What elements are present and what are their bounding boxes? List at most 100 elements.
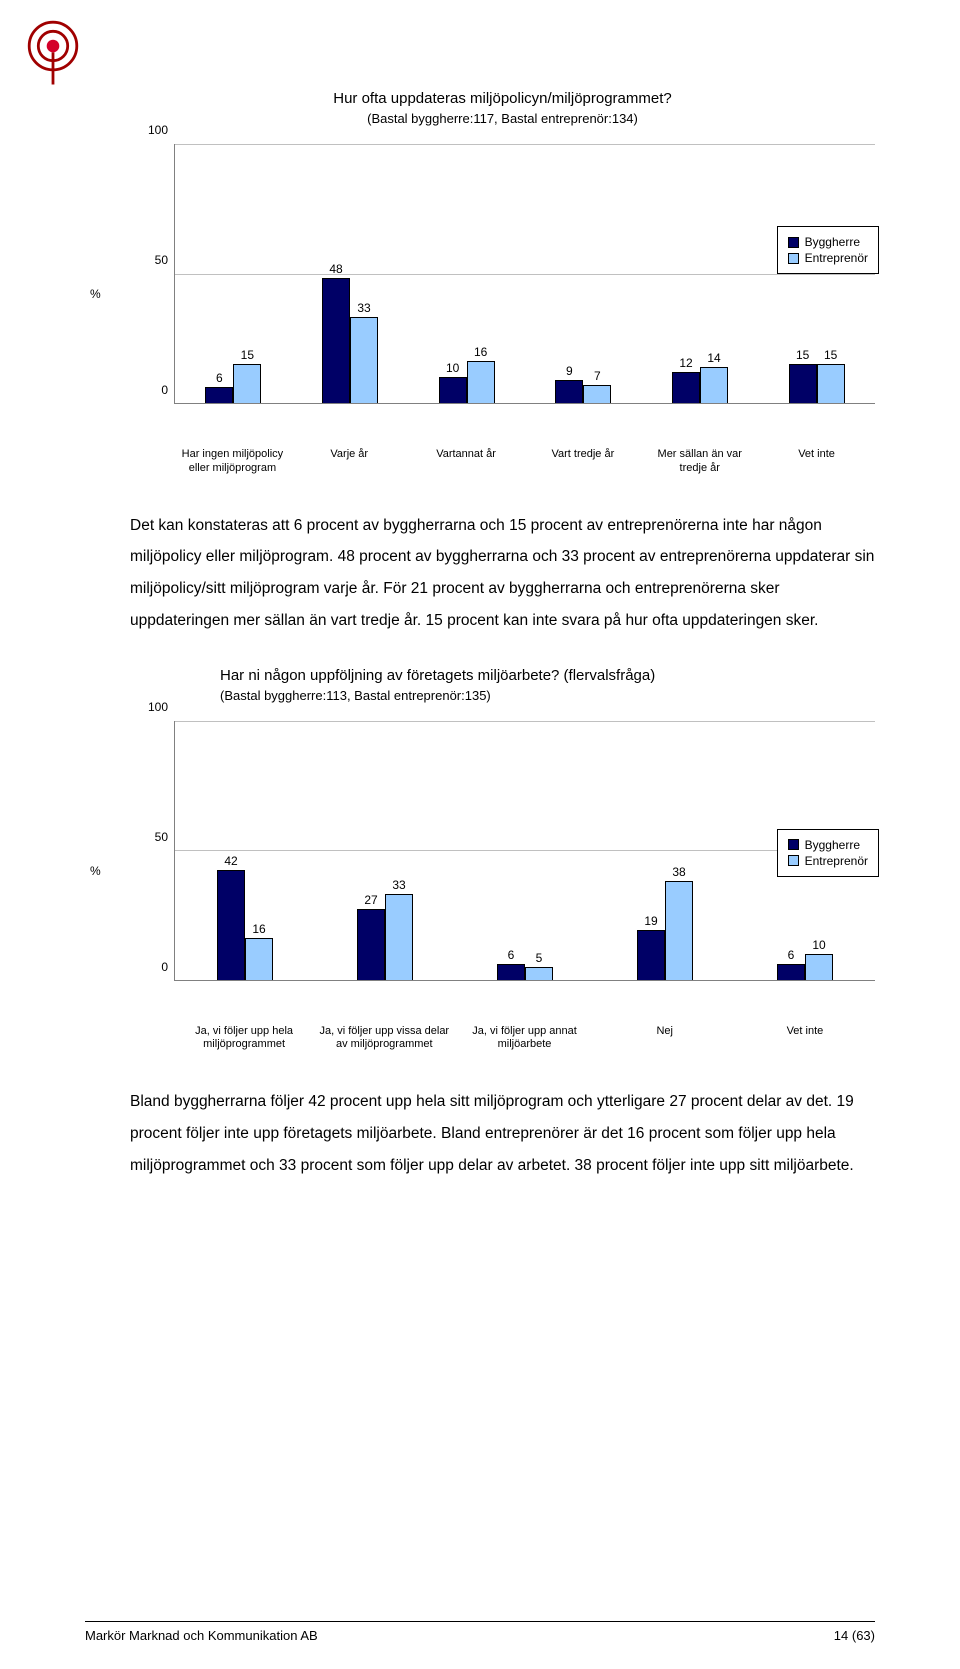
- chart2-legend: ByggherreEntreprenör: [777, 829, 879, 877]
- bar: [350, 317, 378, 403]
- chart-group: 12 14: [642, 144, 759, 403]
- bar-value-label: 12: [679, 356, 692, 370]
- chart-group: 6 15: [175, 144, 292, 403]
- chart1-x-labels: Har ingen miljöpolicy eller miljöprogram…: [130, 448, 875, 476]
- bar-col: 14: [700, 144, 728, 403]
- bar-col: 10: [439, 144, 467, 403]
- x-label: Vet inte: [735, 1025, 875, 1053]
- chart2-plot: 42162733651938610: [174, 721, 875, 981]
- bar-value-label: 14: [707, 351, 720, 365]
- bar-col: 42: [217, 721, 245, 980]
- legend-label: Entreprenör: [805, 251, 868, 265]
- x-label: Ja, vi följer upp hela miljöprogrammet: [174, 1025, 314, 1053]
- bar: [789, 364, 817, 403]
- x-label: Ja, vi följer upp vissa delar av miljöpr…: [314, 1025, 454, 1053]
- bar-col: 16: [467, 144, 495, 403]
- bar-value-label: 19: [644, 914, 657, 928]
- chart-group: 48 33: [292, 144, 409, 403]
- x-label: Vart tredje år: [524, 448, 641, 476]
- chart-group: 10 16: [408, 144, 525, 403]
- chart1-legend: Byggherre Entreprenör: [777, 226, 879, 274]
- chart2: Har ni någon uppföljning av företagets m…: [130, 667, 875, 1053]
- x-label: Nej: [595, 1025, 735, 1053]
- legend-row: Byggherre: [788, 838, 868, 852]
- bar: [233, 364, 261, 403]
- chart2-subtitle: (Bastal byggherre:113, Bastal entreprenö…: [130, 688, 875, 703]
- y-tick: 50: [155, 830, 168, 844]
- legend-swatch: [788, 855, 799, 866]
- x-label: Mer sällan än var tredje år: [641, 448, 758, 476]
- bar-value-label: 15: [796, 348, 809, 362]
- bar-col: 6: [497, 721, 525, 980]
- chart1-plot: 615483310169712141515: [174, 144, 875, 404]
- chart-group: 97: [525, 144, 642, 403]
- chart2-y-label: %: [90, 864, 101, 878]
- bar-value-label: 27: [364, 893, 377, 907]
- chart1-title: Hur ofta uppdateras miljöpolicyn/miljöpr…: [130, 90, 875, 107]
- bar: [555, 380, 583, 403]
- chart2-y-axis: 050100: [130, 721, 174, 981]
- footer-company: Markör Marknad och Kommunikation AB: [85, 1628, 318, 1643]
- x-label: Vet inte: [758, 448, 875, 476]
- y-tick: 0: [161, 960, 168, 974]
- x-label: Vartannat år: [408, 448, 525, 476]
- y-tick: 100: [148, 123, 168, 137]
- bar: [322, 278, 350, 403]
- legend-row: Byggherre: [788, 235, 868, 249]
- bar: [817, 364, 845, 403]
- bar-value-label: 38: [672, 865, 685, 879]
- bar-value-label: 33: [357, 301, 370, 315]
- legend-label: Byggherre: [805, 235, 860, 249]
- bar-value-label: 10: [812, 938, 825, 952]
- bar-col: 5: [525, 721, 553, 980]
- chart-group: 1938: [595, 721, 735, 980]
- chart2-x-labels: Ja, vi följer upp hela miljöprogrammetJa…: [130, 1025, 875, 1053]
- chart-group: 27 33: [315, 721, 455, 980]
- bar: [245, 938, 273, 980]
- bar-col: 33: [350, 144, 378, 403]
- bar-value-label: 6: [788, 948, 795, 962]
- chart1: Hur ofta uppdateras miljöpolicyn/miljöpr…: [130, 90, 875, 476]
- bar: [665, 881, 693, 980]
- legend-swatch: [788, 253, 799, 264]
- x-label: Ja, vi följer upp annat miljöarbete: [454, 1025, 594, 1053]
- bar: [467, 361, 495, 403]
- bar-value-label: 48: [329, 262, 342, 276]
- bar: [439, 377, 467, 403]
- paragraph-1: Det kan konstateras att 6 procent av byg…: [130, 510, 875, 637]
- bar-value-label: 10: [446, 361, 459, 375]
- chart-group: 42 16: [175, 721, 315, 980]
- bar: [637, 930, 665, 979]
- bar: [357, 909, 385, 979]
- bar-col: 27: [357, 721, 385, 980]
- x-label: Varje år: [291, 448, 408, 476]
- bar-col: 12: [672, 144, 700, 403]
- chart1-subtitle: (Bastal byggherre:117, Bastal entreprenö…: [130, 111, 875, 126]
- bar-col: 7: [583, 144, 611, 403]
- bar-value-label: 6: [216, 371, 223, 385]
- bar-value-label: 6: [508, 948, 515, 962]
- bar-col: 15: [233, 144, 261, 403]
- bar-value-label: 9: [566, 364, 573, 378]
- chart-group: 65: [455, 721, 595, 980]
- bar-value-label: 16: [252, 922, 265, 936]
- bar-col: 48: [322, 144, 350, 403]
- legend-label: Byggherre: [805, 838, 860, 852]
- bar-col: 16: [245, 721, 273, 980]
- bar: [385, 894, 413, 980]
- page-footer: Markör Marknad och Kommunikation AB 14 (…: [85, 1621, 875, 1643]
- footer-page: 14 (63): [834, 1628, 875, 1643]
- bar: [805, 954, 833, 980]
- legend-swatch: [788, 839, 799, 850]
- bar-col: 6: [205, 144, 233, 403]
- bar: [777, 964, 805, 980]
- chart1-y-axis: 050100: [130, 144, 174, 404]
- paragraph-2: Bland byggherrarna följer 42 procent upp…: [130, 1086, 875, 1181]
- bar-col: 9: [555, 144, 583, 403]
- bar: [205, 387, 233, 403]
- bar-col: 33: [385, 721, 413, 980]
- bar-value-label: 5: [536, 951, 543, 965]
- y-tick: 0: [161, 383, 168, 397]
- bar-col: 38: [665, 721, 693, 980]
- bar-value-label: 15: [241, 348, 254, 362]
